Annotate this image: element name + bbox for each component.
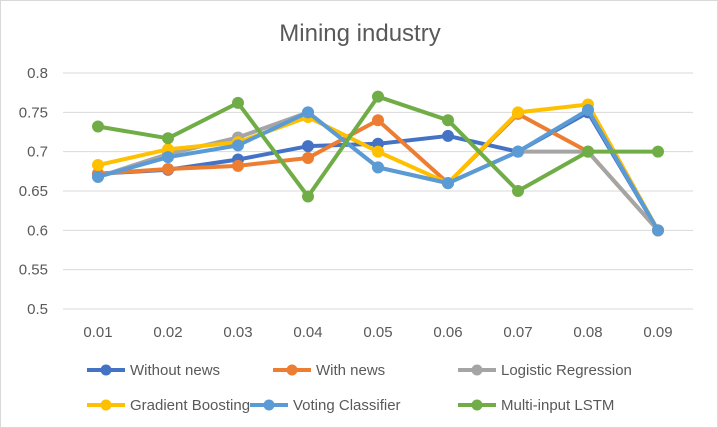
legend-entry: Voting Classifier — [250, 397, 401, 414]
data-point — [302, 106, 314, 119]
y-axis-ticks: 0.5 0.55 0.6 0.65 0.7 0.75 0.8 — [19, 65, 48, 318]
series-lines — [92, 90, 664, 237]
legend-label: Logistic Regression — [501, 362, 632, 379]
x-axis-ticks: 0.01 0.02 0.03 0.04 0.05 0.06 0.07 0.08 0.09 — [83, 324, 672, 341]
data-point — [372, 145, 384, 158]
legend-marker — [100, 399, 112, 411]
data-point — [372, 90, 384, 103]
data-point — [652, 224, 664, 237]
data-point — [92, 120, 104, 133]
legend-entry: Gradient Boosting — [87, 397, 250, 414]
data-point — [582, 103, 594, 116]
legend-entry: Multi-input LSTM — [458, 397, 614, 414]
data-point — [232, 96, 244, 109]
data-point — [652, 145, 664, 158]
x-tick-label: 0.07 — [503, 324, 532, 341]
data-point — [372, 114, 384, 127]
data-point — [302, 190, 314, 203]
x-tick-label: 0.02 — [153, 324, 182, 341]
data-point — [372, 161, 384, 174]
data-point — [512, 185, 524, 197]
legend: Without news With news Logistic Regression… — [87, 362, 632, 414]
x-tick-label: 0.08 — [573, 324, 602, 341]
x-tick-label: 0.06 — [433, 324, 462, 341]
data-point — [302, 140, 314, 153]
y-tick-label: 0.8 — [27, 65, 48, 82]
data-point — [302, 151, 314, 164]
data-point — [162, 162, 174, 175]
data-point — [162, 132, 174, 145]
series-4 — [92, 103, 664, 237]
legend-entry: Logistic Regression — [458, 362, 632, 379]
data-point — [442, 177, 454, 190]
y-tick-label: 0.5 — [27, 301, 48, 318]
data-point — [232, 139, 244, 152]
legend-label: Without news — [130, 362, 220, 379]
legend-label: Gradient Boosting — [130, 397, 250, 414]
x-tick-label: 0.03 — [223, 324, 252, 341]
legend-label: Multi-input LSTM — [501, 397, 614, 414]
data-point — [232, 159, 244, 172]
chart-title: Mining industry — [279, 20, 440, 47]
x-tick-label: 0.09 — [643, 324, 672, 341]
x-tick-label: 0.04 — [293, 324, 322, 341]
y-tick-label: 0.55 — [19, 262, 48, 279]
legend-marker — [471, 364, 483, 376]
data-point — [442, 129, 454, 142]
legend-marker — [471, 399, 483, 411]
legend-entry: Without news — [87, 362, 220, 379]
x-tick-label: 0.01 — [83, 324, 112, 341]
data-point — [162, 151, 174, 164]
data-point — [582, 145, 594, 158]
legend-entry: With news — [273, 362, 385, 379]
data-point — [92, 170, 104, 183]
legend-marker — [263, 399, 275, 411]
y-tick-label: 0.65 — [19, 183, 48, 200]
legend-label: Voting Classifier — [293, 397, 401, 414]
y-tick-label: 0.7 — [27, 144, 48, 161]
legend-marker — [286, 364, 298, 376]
y-tick-label: 0.75 — [19, 104, 48, 121]
data-point — [512, 145, 524, 158]
legend-label: With news — [316, 362, 385, 379]
gridlines — [63, 72, 693, 310]
data-point — [92, 159, 104, 172]
legend-marker — [100, 364, 112, 376]
series-5 — [92, 90, 664, 203]
data-point — [442, 114, 454, 127]
y-tick-label: 0.6 — [27, 222, 48, 239]
data-point — [512, 106, 524, 119]
x-tick-label: 0.05 — [363, 324, 392, 341]
